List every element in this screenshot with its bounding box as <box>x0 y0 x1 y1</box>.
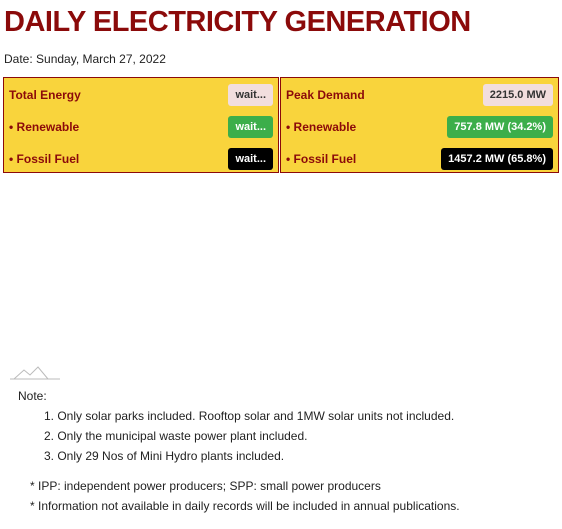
row-value: 757.8 MW (34.2%) <box>447 116 553 138</box>
date: Date: Sunday, March 27, 2022 <box>4 52 166 66</box>
page-title: DAILY ELECTRICITY GENERATION <box>4 6 471 38</box>
row-label: • Renewable <box>9 120 80 134</box>
note-item: 3. Only 29 Nos of Mini Hydro plants incl… <box>44 449 285 463</box>
row-label: • Fossil Fuel <box>9 152 80 166</box>
row-label: Peak Demand <box>286 88 365 102</box>
panel-row: • Fossil Fuel wait... <box>9 148 273 170</box>
panel-row: Total Energy wait... <box>9 84 273 106</box>
footnote: * IPP: independent power producers; SPP:… <box>30 479 381 493</box>
footnote: * Information not available in daily rec… <box>30 499 460 513</box>
row-label: • Renewable <box>286 120 357 134</box>
panel-row: • Fossil Fuel 1457.2 MW (65.8%) <box>286 148 553 170</box>
row-value: 1457.2 MW (65.8%) <box>441 148 553 170</box>
chart: CEB Hydro: 16.7% (6.86)CEB Hydro6.86 GWh… <box>10 366 60 380</box>
row-value: wait... <box>228 116 273 138</box>
row-value: wait... <box>228 148 273 170</box>
panel-row: • Renewable wait... <box>9 116 273 138</box>
panel: Peak Demand 2215.0 MW • Renewable 757.8 MW … <box>280 77 559 173</box>
row-value: wait... <box>228 84 273 106</box>
icon <box>10 366 60 380</box>
row-value: 2215.0 MW <box>482 84 553 106</box>
note-item: 2. Only the municipal waste power plant … <box>44 429 308 443</box>
panel-row: • Renewable 757.8 MW (34.2%) <box>286 116 553 138</box>
note-item: 1. Only solar parks included. Rooftop so… <box>44 409 455 423</box>
panel-row: Peak Demand 2215.0 MW <box>286 84 553 106</box>
panel: Total Energy wait... • Renewable wait... • F… <box>3 77 279 173</box>
row-label: Total Energy <box>9 88 81 102</box>
row-label: • Fossil Fuel <box>286 152 357 166</box>
notes-title: Note: <box>18 389 47 403</box>
